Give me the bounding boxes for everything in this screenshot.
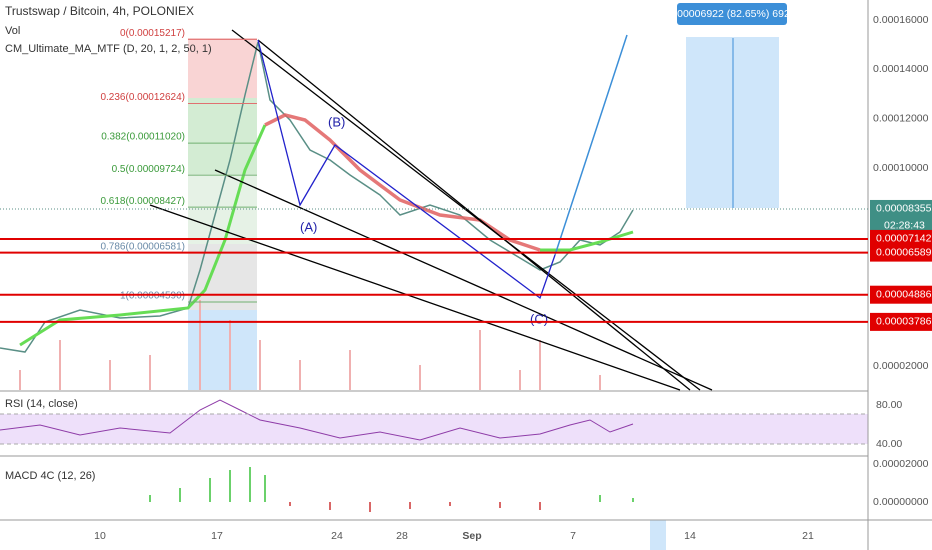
volume <box>19 300 601 390</box>
macd-histogram <box>289 502 541 512</box>
time-tick-label: 17 <box>211 530 223 542</box>
ma-line <box>264 113 541 252</box>
trendline <box>149 29 713 391</box>
wave-label: (A) <box>300 219 317 234</box>
fib-label: 0.618(0.00008427) <box>100 196 185 207</box>
measure-label-bg <box>677 3 787 25</box>
last-price-tag <box>870 199 932 234</box>
fib-label: 1(0.00004590) <box>120 291 185 302</box>
time-tick-label: 7 <box>570 530 576 542</box>
rsi-tick: 40.00 <box>876 438 902 450</box>
countdown: 02:28:43 <box>884 220 925 232</box>
price-tick-label: 0.00002000 <box>873 360 929 372</box>
fib-zone <box>188 98 257 174</box>
price-tick-label: 0.00016000 <box>873 14 929 26</box>
fib-label: 0.382(0.00011020) <box>101 132 185 143</box>
level-tag <box>870 229 932 248</box>
level-tag <box>870 312 932 331</box>
level-label: 0.00007142 <box>876 233 932 245</box>
time-tick-label: Sep <box>462 530 481 542</box>
ma-line <box>540 230 634 252</box>
rsi-band <box>0 414 868 444</box>
fib-zone <box>188 38 257 98</box>
fib-label: 0.5(0.00009724) <box>112 164 185 175</box>
level-label: 0.00004886 <box>876 288 932 300</box>
price-tick-label: 0.00012000 <box>873 113 929 125</box>
rsi-tick: 80.00 <box>876 399 902 411</box>
level-label: 0.00003786 <box>876 316 932 328</box>
time-tick-label: 14 <box>684 530 696 542</box>
time-tick-label: 28 <box>396 530 408 542</box>
level-tag <box>870 285 932 304</box>
fib-label: 0.236(0.00012624) <box>100 92 185 103</box>
rsi-title: RSI (14, close) <box>5 398 78 410</box>
fib-label: 0(0.00015217) <box>120 28 185 39</box>
wave-line <box>257 39 556 300</box>
time-tick-label: 10 <box>94 530 106 542</box>
wave-label: (B) <box>328 114 345 129</box>
macd-tick: 0.00000000 <box>873 496 929 508</box>
measure-label: 0.00006922 (82.65%) 6922 <box>668 8 795 20</box>
macd-histogram <box>149 467 634 502</box>
price-line <box>0 41 634 353</box>
price-tick-label: 0.00014000 <box>873 63 929 75</box>
rsi-line <box>0 399 634 441</box>
projection-arrow <box>554 34 628 256</box>
macd-tick: 0.00002000 <box>873 458 929 470</box>
indicator-label: CM_Ultimate_MA_MTF (D, 20, 1, 2, 50, 1) <box>5 43 212 55</box>
vol-label: Vol <box>5 25 20 37</box>
level-label: 0.00006589 <box>876 246 932 258</box>
wave-label: (C) <box>530 311 548 326</box>
macd-title: MACD 4C (12, 26) <box>5 470 95 482</box>
fib-label: 0.786(0.00006581) <box>100 241 185 252</box>
last-price-label: 0.00008355 <box>876 203 932 215</box>
fib-zone <box>188 244 257 310</box>
rsi-guide <box>0 413 868 445</box>
level-tag <box>870 243 932 262</box>
price-tick-label: 0.00010000 <box>873 162 929 174</box>
time-tick-label: 21 <box>802 530 814 542</box>
symbol-title: Trustswap / Bitcoin, 4h, POLONIEX <box>5 4 194 18</box>
time-highlight <box>650 520 666 550</box>
time-tick-label: 24 <box>331 530 343 542</box>
